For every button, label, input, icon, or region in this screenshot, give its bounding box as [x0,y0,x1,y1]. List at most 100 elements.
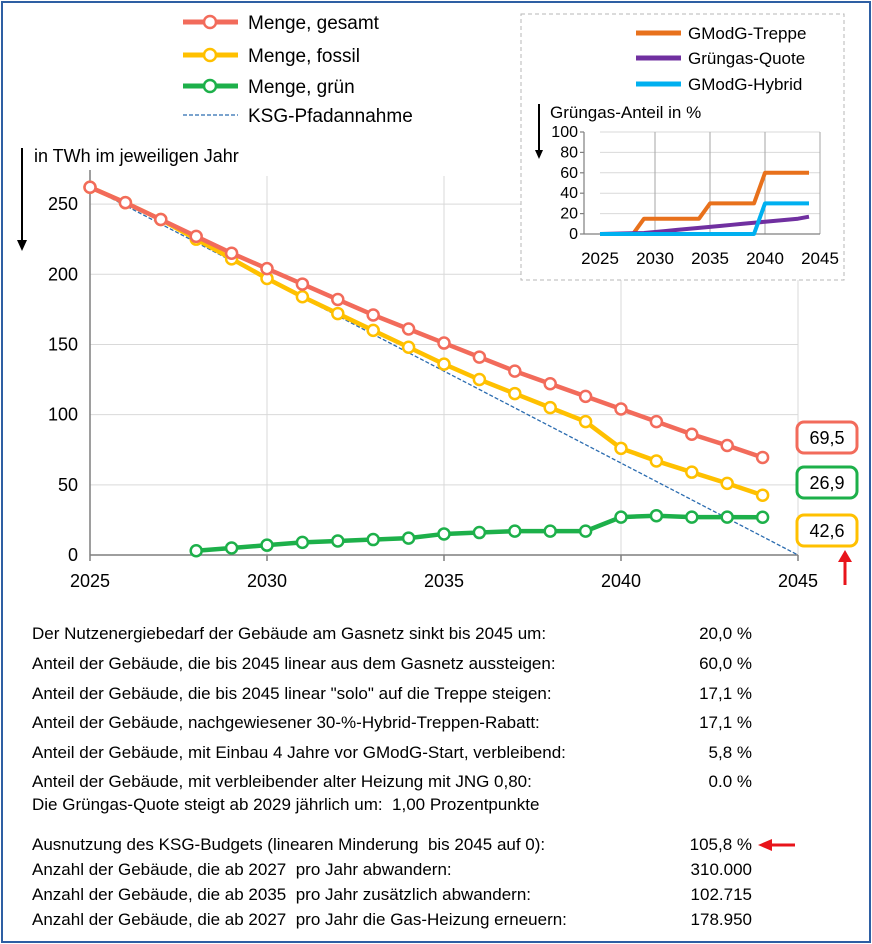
main-y-tick-label: 200 [48,264,78,284]
main-x-tick-label: 2040 [601,571,641,591]
data-point-1 [401,340,416,355]
end-label-box-1 [795,465,859,500]
data-point-0 [154,212,168,227]
data-point-2 [295,535,310,550]
data-point-2 [472,525,487,540]
data-point-1 [543,400,557,415]
inset-down-arrow-head [535,150,543,159]
legend-label-1: Menge, fossil [248,46,360,67]
stat-value: 0.0 % [708,772,752,791]
data-point-2 [508,524,522,538]
data-point-0 [189,229,203,244]
data-point-0 [649,414,664,429]
inset-x-tick-label: 2025 [581,249,619,268]
main-y-tick-label: 100 [48,405,78,425]
stat-value: 5,8 % [708,743,752,762]
data-point-1 [578,414,593,429]
inset-x-tick-label: 2035 [691,249,729,268]
legend-label-0: Menge, gesamt [248,13,380,34]
main-y-tick-label: 150 [48,334,78,354]
data-point-2 [720,510,734,524]
data-point-2 [649,508,664,523]
main-x-tick-label: 2030 [247,571,287,591]
inset-x-tick-label: 2030 [636,249,674,268]
end-label-box-2 [795,513,859,548]
end-label-box-0 [795,420,859,455]
stat-label: Anzahl der Gebäude, die ab 2027 pro Jahr… [32,860,452,879]
data-point-0 [401,322,416,336]
inset-x-tick-label: 2040 [746,249,784,268]
data-point-0 [508,364,522,378]
stat-value: 20,0 % [699,624,752,643]
inset-legend-label-0: GModG-Treppe [688,24,806,43]
main-x-tick-label: 2035 [424,571,464,591]
inset-legend-label-2: GModG-Hybrid [688,75,802,94]
legend-label-2: Menge, grün [248,77,355,98]
main-y-tick-label: 0 [68,545,78,565]
data-point-0 [260,261,274,276]
data-point-1 [295,289,310,304]
data-point-0 [755,450,770,465]
stat-label: Der Nutzenergiebedarf der Gebäude am Gas… [32,624,547,643]
inset-series-line-0 [600,170,809,236]
stat-label: Anzahl der Gebäude, die ab 2027 pro Jahr… [32,910,567,929]
inset-y-tick-label: 80 [560,144,578,161]
inset-x-tick-label: 2045 [801,249,839,268]
stat-value: 102.715 [690,885,752,904]
data-point-0 [83,180,97,194]
stat-label: Anteil der Gebäude, die bis 2045 linear … [32,684,552,703]
data-point-1 [508,386,522,401]
data-point-1 [472,372,487,387]
data-point-0 [685,427,699,442]
data-point-0 [331,292,345,307]
data-point-2 [260,538,274,552]
stat-label: Ausnutzung des KSG-Budgets (linearen Min… [32,835,546,854]
inset-series-line-2 [600,201,809,236]
inset-y-tick-label: 100 [551,124,578,141]
main-series [83,180,799,558]
data-point-1 [649,454,664,468]
data-point-0 [578,389,593,404]
stat-label: Anteil der Gebäude, mit verbleibender al… [32,772,532,791]
data-point-0 [437,336,451,350]
data-point-2 [755,510,770,524]
data-point-2 [543,524,557,538]
inset-legend: GModG-Treppe Grüngas-Quote GModG-Hybrid [636,24,806,94]
stat-value: 310.000 [690,860,752,879]
main-legend: Menge, gesamt Menge, fossil Menge, grün KSG… [183,13,413,127]
legend-label-3: KSG-Pfadannahme [248,106,413,127]
inset-series-line-1 [599,214,810,236]
data-point-0 [614,402,628,416]
stat-value: 17,1 % [699,684,752,703]
data-point-1 [331,306,345,321]
legend-marker-2 [202,78,218,94]
data-point-2 [189,544,203,558]
stat-label: Anteil der Gebäude, nachgewiesener 30-%-… [32,713,540,732]
data-point-1 [614,441,628,456]
main-x-tick-label: 2045 [778,571,818,591]
inset-y-tick-label: 60 [560,165,578,182]
series-line-ksg-pfad [89,186,799,556]
main-end-labels: 69,5 26,9 42,6 [795,420,859,548]
data-point-2 [331,534,345,548]
data-point-1 [755,488,770,502]
data-point-0 [472,350,487,364]
stat-label: Anzahl der Gebäude, die ab 2035 pro Jahr… [32,885,531,904]
inset-legend-label-1: Grüngas-Quote [688,49,805,68]
end-label-text-2: 42,6 [809,521,844,541]
data-point-1 [366,323,380,338]
inset-y-tick-label: 20 [560,206,578,223]
legend-marker-0 [202,14,218,30]
data-point-2 [224,541,239,555]
stat-value: 178.950 [690,910,752,929]
main-y-axis-label: in TWh im jeweiligen Jahr [34,146,239,166]
down-arrow-head [17,240,27,251]
stat-value: 17,1 % [699,713,752,732]
stat-value: 105,8 % [689,835,752,854]
inset-title: Grüngas-Anteil in % [550,103,701,122]
main-y-tick-label: 250 [48,194,78,214]
end-label-text-0: 69,5 [809,428,844,448]
stat-label: Die Grüngas-Quote steigt ab 2029 jährlic… [32,795,540,814]
